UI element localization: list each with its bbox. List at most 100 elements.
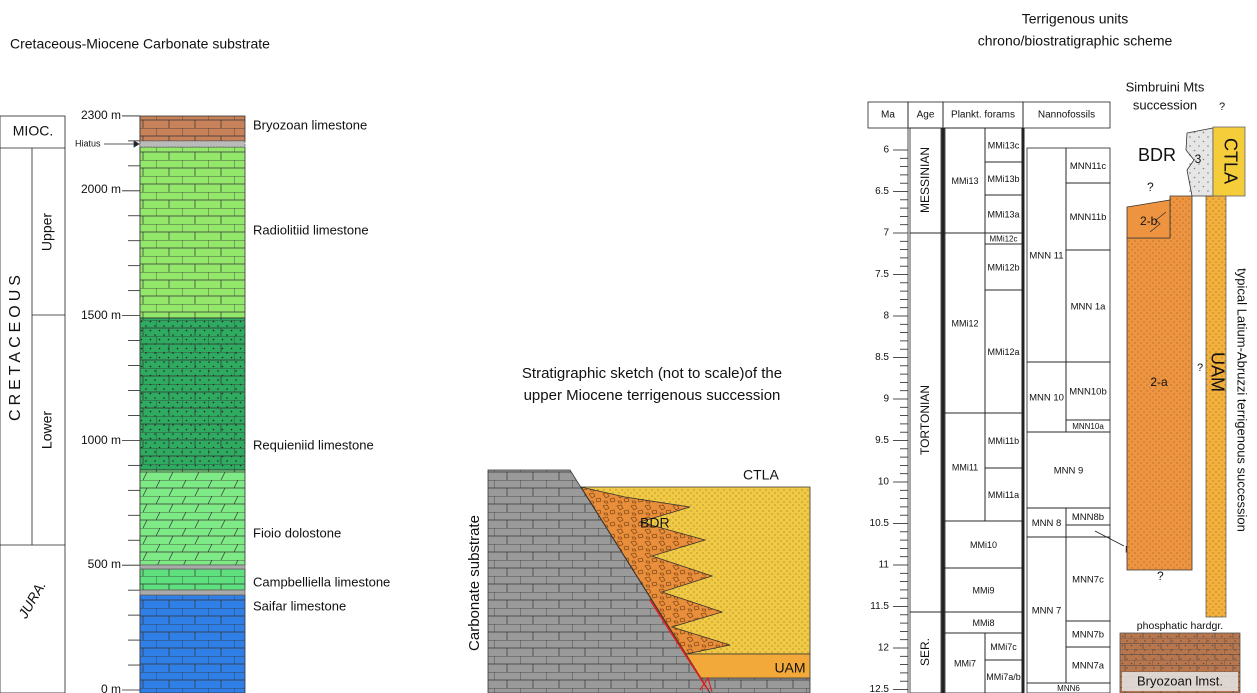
- hardground-label: phosphatic hardgr.: [1137, 620, 1223, 632]
- unit-label: Requieniid limestone: [253, 437, 374, 452]
- foram-label: MMi13c: [988, 140, 1020, 150]
- age-label: TORTONIAN: [918, 385, 932, 455]
- lithology-pattern: [140, 318, 245, 470]
- question-mark: ?: [1219, 101, 1225, 113]
- succession-title: succession: [1133, 97, 1197, 112]
- question-mark: ?: [1157, 569, 1164, 583]
- vertical-caption: typical Latium-Abruzzi terrigenous succe…: [1235, 268, 1250, 532]
- foram-label: MMi11a: [988, 490, 1019, 500]
- carbonate-pattern: [701, 678, 810, 693]
- unit-label: 2-b: [1140, 214, 1158, 228]
- hiatus-arrowhead: [134, 141, 139, 147]
- nanno-label: MNN 11: [1029, 251, 1063, 262]
- depth-label: 2000 m: [81, 182, 121, 196]
- foram-label: MMi12b: [987, 262, 1019, 272]
- right-title: Terrigenous units: [1022, 11, 1129, 27]
- gap-layer: [140, 590, 245, 595]
- sketch-label: BDR: [640, 515, 670, 531]
- nanno-label: MNN 8: [1032, 518, 1062, 529]
- header-label: Age: [917, 110, 935, 121]
- ma-label: 8: [883, 311, 889, 322]
- unit-uam-pattern: [1206, 196, 1226, 617]
- unit-label: BDR: [1138, 145, 1176, 165]
- lithology-pattern: [140, 470, 245, 565]
- header-label: Plankt. forams: [951, 110, 1015, 121]
- foram-label: MMi13a: [987, 209, 1019, 219]
- figure: Cretaceous-Miocene Carbonate substrateMI…: [0, 0, 1257, 693]
- ma-label: 10: [878, 477, 890, 488]
- period-label: MIOC.: [13, 123, 53, 139]
- unit-label: Campbelliella limestone: [253, 574, 390, 589]
- foram-label: MMi11b: [988, 436, 1019, 446]
- nanno-label: MNN10a: [1072, 422, 1104, 431]
- bryozoan-label: Bryozoan lmst.: [1137, 673, 1223, 688]
- ma-label: 11.5: [870, 601, 889, 612]
- lithology-pattern: [140, 569, 245, 590]
- nanno-label: MNN6: [1057, 684, 1080, 693]
- depth-label: 2300 m: [81, 108, 121, 122]
- depth-label: 1000 m: [81, 433, 121, 447]
- ma-label: 9.5: [875, 435, 889, 446]
- question-mark: ?: [1197, 362, 1203, 374]
- middle-title: Stratigraphic sketch (not to scale)of th…: [522, 365, 782, 382]
- ma-label: 8.5: [875, 352, 889, 363]
- middle-title: upper Miocene terrigenous succession: [524, 387, 781, 404]
- age-label: SER.: [918, 638, 932, 666]
- succession-title: Simbruini Mts: [1126, 79, 1205, 94]
- nanno-label: MNN7a: [1072, 661, 1105, 672]
- ma-label: 7.5: [875, 269, 889, 280]
- sketch-label: UAM: [774, 660, 805, 676]
- header-label: Ma: [881, 110, 895, 121]
- unit-label: Fioio dolostone: [253, 525, 341, 540]
- unit-label: 2-a: [1150, 375, 1168, 389]
- lithology-pattern: [140, 595, 245, 693]
- sketch-label: Carbonate substrate: [466, 515, 483, 651]
- nanno-label: MNN11c: [1070, 161, 1106, 172]
- right-title: chrono/biostratigraphic scheme: [978, 33, 1173, 49]
- unit-label: UAM: [1207, 352, 1227, 392]
- nanno-label: MNN 7: [1032, 606, 1062, 617]
- foram-label: MMi11: [952, 462, 978, 472]
- lithology-pattern: [140, 116, 245, 141]
- ma-label: 11: [879, 560, 890, 571]
- period-label: JURA.: [14, 578, 49, 622]
- nanno-label: MNN7b: [1072, 630, 1104, 641]
- lithology-pattern: [140, 147, 245, 318]
- nanno-leader: [1095, 531, 1124, 546]
- unit-label: CTLA: [1220, 138, 1240, 184]
- ma-label: 6.5: [875, 186, 889, 197]
- foram-label: MMi13: [951, 176, 978, 186]
- nanno-label: MNN7c: [1072, 575, 1104, 586]
- ma-label: 6: [883, 145, 889, 156]
- foram-label: MMi12a: [987, 347, 1019, 357]
- nanno-label: MNN 10: [1029, 393, 1064, 404]
- hiatus-layer: [140, 141, 245, 147]
- foram-label: MMi12: [951, 318, 978, 328]
- nanno-label: MNN 9: [1054, 466, 1084, 477]
- unit-label: Radiolitiid limestone: [253, 222, 369, 237]
- foram-label: MMi7c: [990, 642, 1017, 652]
- gap-layer: [140, 565, 245, 569]
- ma-label: 10.5: [870, 518, 890, 529]
- foram-label: MMi9: [973, 585, 995, 595]
- period-label: Lower: [39, 411, 55, 449]
- age-label: MESSINIAN: [918, 147, 932, 213]
- ma-label: 7: [883, 228, 889, 239]
- depth-label: 500 m: [88, 557, 121, 571]
- period-label: Upper: [39, 213, 55, 251]
- depth-label: 0 m: [101, 682, 121, 693]
- foram-label: MMi8: [973, 618, 995, 628]
- unit-label: 3: [1195, 152, 1202, 166]
- nanno-label: MNN 1a: [1071, 302, 1107, 313]
- nanno-label: MNN8b: [1072, 512, 1104, 523]
- nanno-label: MNN10b: [1069, 387, 1107, 398]
- foram-label: MMi7: [954, 658, 976, 668]
- nanno-label: MNN11b: [1070, 212, 1107, 223]
- header-label: Nannofossils: [1038, 110, 1095, 121]
- foram-label: MMi12c: [989, 235, 1017, 244]
- unit-label: Saifar limestone: [253, 598, 346, 613]
- period-label: CRETACEOUS: [7, 271, 24, 421]
- foram-label: MMi7a/b: [986, 672, 1021, 682]
- ma-label: 12.5: [870, 684, 890, 693]
- foram-label: MMi13b: [987, 174, 1019, 184]
